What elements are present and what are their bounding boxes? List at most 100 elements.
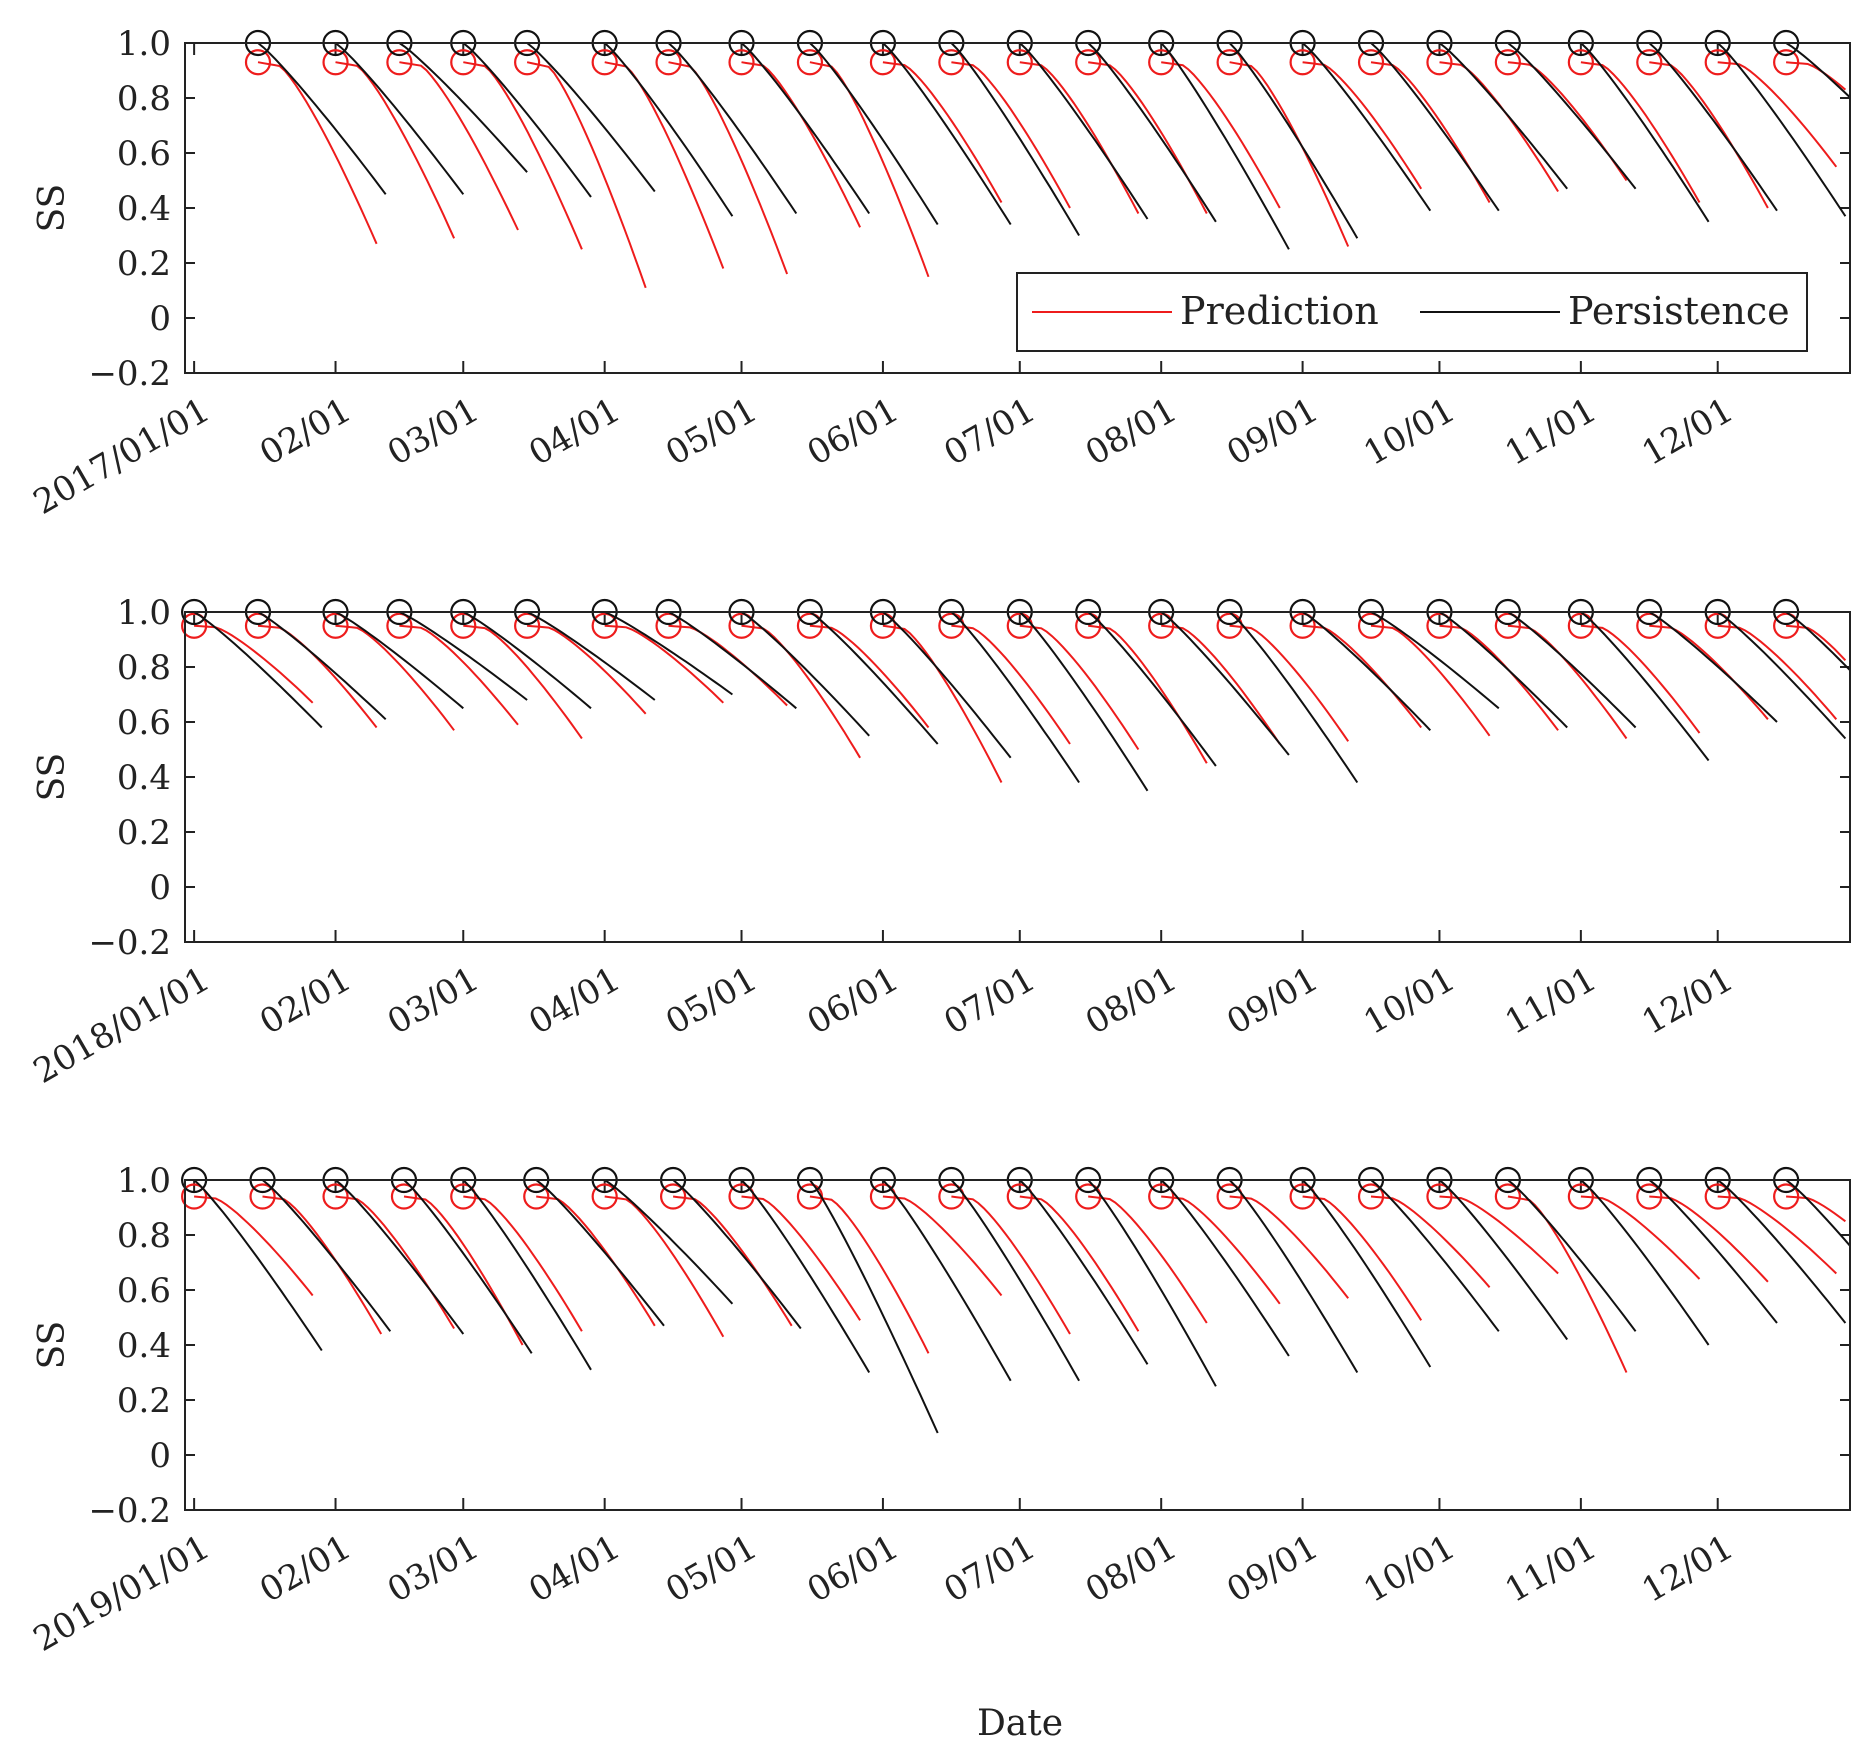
start-marker <box>1773 49 1800 76</box>
series-line <box>1088 1195 1208 1324</box>
start-marker <box>1006 1183 1033 1210</box>
start-marker <box>655 49 682 76</box>
series-line <box>951 624 1071 745</box>
x-tick-label: 04/01 <box>522 1527 627 1611</box>
series-line <box>1160 42 1290 250</box>
x-tick-label: 12/01 <box>1635 1527 1740 1611</box>
series-line <box>1370 1179 1500 1332</box>
x-tick-label: 03/01 <box>381 959 486 1043</box>
series-line <box>1019 42 1149 220</box>
series-line <box>951 61 1071 209</box>
series-line <box>668 624 788 707</box>
start-marker <box>322 612 349 639</box>
start-marker <box>1636 1183 1663 1210</box>
start-marker <box>1075 49 1102 76</box>
x-tick-label: 03/01 <box>381 1527 486 1611</box>
start-marker <box>181 612 208 639</box>
series-line <box>1580 624 1701 734</box>
series-line <box>1717 42 1847 217</box>
x-tick-label: 10/01 <box>1357 1527 1462 1611</box>
series-line <box>1087 42 1217 223</box>
start-marker <box>1636 612 1663 639</box>
start-marker <box>322 49 349 76</box>
y-tick-label: 0 <box>149 868 171 908</box>
legend: Prediction Persistence <box>1016 272 1808 352</box>
series-line <box>1160 611 1290 756</box>
start-marker <box>591 612 618 639</box>
start-marker <box>1216 49 1243 76</box>
y-tick-label: 1.0 <box>117 593 171 633</box>
series-line <box>1301 1179 1432 1368</box>
series-line <box>334 42 465 195</box>
start-marker <box>655 612 682 639</box>
start-marker <box>244 49 272 76</box>
series-line <box>526 42 656 193</box>
y-tick-label: −0.2 <box>88 923 171 963</box>
series-line <box>527 624 647 715</box>
y-tick-label: 0.6 <box>117 703 171 743</box>
series-line <box>1019 1195 1140 1332</box>
series-line <box>1717 1195 1837 1275</box>
start-marker <box>1494 1183 1521 1210</box>
series-line <box>1580 611 1710 762</box>
start-marker <box>322 1183 349 1210</box>
start-marker <box>728 612 755 639</box>
x-tick-label: 02/01 <box>253 959 358 1043</box>
series-line <box>951 1195 1071 1335</box>
series-line <box>1786 624 1847 661</box>
series-line <box>1161 1195 1281 1305</box>
series-line <box>1228 1179 1359 1374</box>
start-marker <box>869 49 897 76</box>
start-marker <box>1216 1183 1243 1210</box>
y-tick-label: 1.0 <box>117 24 171 64</box>
series-line <box>261 1179 392 1332</box>
x-tick-label: 09/01 <box>1220 390 1325 474</box>
series-line <box>1088 624 1208 764</box>
y-tick-label: 1.0 <box>117 1161 171 1201</box>
x-axis-title: Date <box>977 1703 1063 1744</box>
start-marker <box>249 1183 276 1210</box>
start-marker <box>1773 1183 1800 1210</box>
series-line <box>398 611 528 701</box>
series-line <box>741 1195 861 1321</box>
series-line <box>1161 61 1281 209</box>
x-tick-label: 09/01 <box>1220 1527 1325 1611</box>
series-line <box>809 611 939 745</box>
series-line <box>1302 624 1422 729</box>
x-tick-label: 08/01 <box>1079 959 1184 1043</box>
legend-label: Prediction <box>1180 289 1379 333</box>
y-tick-label: 0.2 <box>117 244 171 284</box>
series-line <box>462 611 592 710</box>
start-marker <box>386 612 413 639</box>
series-line <box>1507 42 1637 190</box>
series-line <box>463 1195 583 1332</box>
start-marker <box>659 1183 687 1210</box>
x-tick-label: 05/01 <box>659 390 764 474</box>
start-marker <box>390 1183 418 1210</box>
panel-3: 1.0 0.8 0.6 0.4 0.2 0 −0.2 SS 2019/01/01 02/01 03/… <box>27 1161 1851 1660</box>
start-marker <box>591 49 618 76</box>
series-line <box>1370 611 1500 710</box>
series-line <box>1087 611 1217 767</box>
series-line <box>1580 1195 1701 1280</box>
y-axis-title: SS <box>32 753 73 802</box>
series-line <box>882 1195 1003 1297</box>
start-marker <box>1567 612 1594 639</box>
series-line <box>335 624 455 731</box>
start-marker <box>728 49 755 76</box>
series-line <box>1302 61 1423 190</box>
x-tick-label: 07/01 <box>937 1527 1042 1611</box>
series-line <box>526 611 656 701</box>
start-marker <box>1704 49 1731 76</box>
series-line <box>1507 61 1628 182</box>
series-line <box>1370 61 1491 203</box>
series-prediction <box>181 612 1847 783</box>
series-line <box>194 1195 314 1297</box>
series-line <box>399 624 519 726</box>
series-line <box>882 1179 1012 1382</box>
series-line <box>463 61 583 250</box>
series-line <box>1019 1179 1149 1365</box>
series-line <box>604 1195 725 1338</box>
start-marker <box>514 49 541 76</box>
